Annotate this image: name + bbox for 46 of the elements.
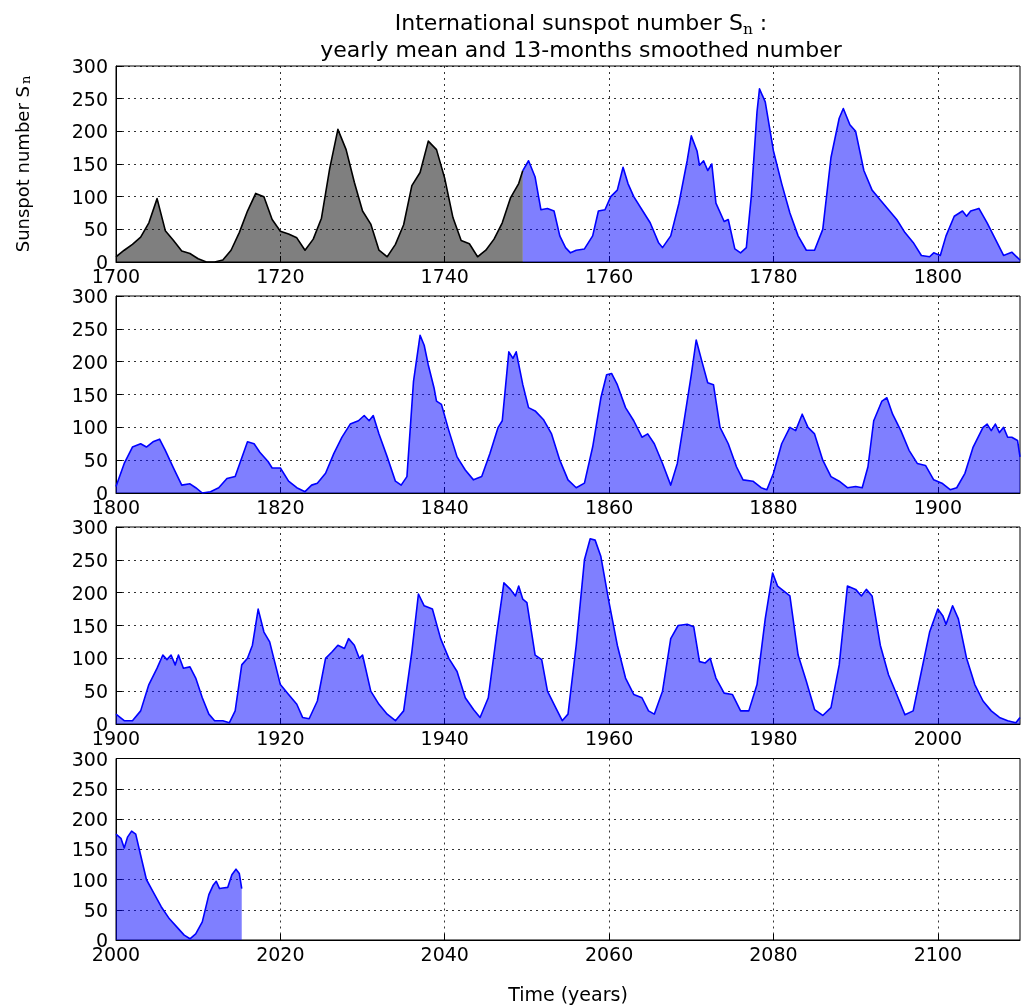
y-tick-label: 250 — [71, 87, 108, 110]
y-tick-label: 250 — [71, 317, 108, 340]
x-tick-label: 1760 — [584, 264, 634, 287]
y-tick-label: 200 — [71, 350, 108, 373]
y-tick-label: 50 — [83, 680, 108, 703]
x-tick-label: 1840 — [420, 495, 469, 518]
y-tick-label: 100 — [71, 647, 108, 670]
y-tick-label: 300 — [71, 516, 108, 538]
y-tick-label: 50 — [83, 449, 108, 472]
x-tick-label: 2060 — [584, 942, 634, 965]
x-tick-label: 1820 — [256, 495, 305, 518]
x-axis-title: Time (years) — [507, 982, 628, 1005]
x-tick-label: 1900 — [913, 495, 962, 518]
y-tick-label: 200 — [71, 120, 108, 143]
y-tick-label: 250 — [71, 777, 108, 800]
y-tick-label: 300 — [71, 285, 108, 307]
y-tick-label: 100 — [71, 185, 108, 208]
x-tick-label: 1960 — [584, 726, 634, 749]
x-tick-label: 2040 — [420, 942, 469, 965]
y-tick-label: 250 — [71, 548, 108, 571]
y-tick-label: 50 — [83, 898, 108, 921]
y-tick-label: 100 — [71, 868, 108, 891]
x-tick-label: 1720 — [256, 264, 305, 287]
x-tick-label: 1940 — [420, 726, 469, 749]
y-tick-label: 150 — [71, 153, 108, 175]
x-tick-label: 1740 — [420, 264, 469, 287]
y-tick-label: 150 — [71, 838, 108, 861]
x-tick-label: 1980 — [749, 726, 798, 749]
y-tick-label: 300 — [71, 747, 108, 770]
y-tick-label: 300 — [71, 55, 108, 77]
y-tick-label: 50 — [83, 218, 108, 241]
y-axis-title: Sunspot number Sn — [12, 75, 33, 253]
x-tick-label: 1920 — [256, 726, 305, 749]
x-tick-label: 2000 — [913, 726, 962, 749]
x-tick-label: 2100 — [913, 942, 962, 965]
y-tick-label: 200 — [71, 581, 108, 604]
x-tick-label: 1800 — [913, 264, 962, 287]
y-tick-label: 150 — [71, 614, 108, 637]
y-tick-label: 150 — [71, 383, 108, 406]
x-tick-label: 2080 — [749, 942, 798, 965]
y-tick-label: 200 — [71, 808, 108, 830]
y-tick-label: 100 — [71, 416, 108, 439]
x-tick-label: 1860 — [584, 495, 634, 518]
x-tick-label: 1880 — [749, 495, 798, 518]
x-tick-label: 1780 — [749, 264, 798, 287]
x-tick-label: 2020 — [256, 942, 305, 965]
